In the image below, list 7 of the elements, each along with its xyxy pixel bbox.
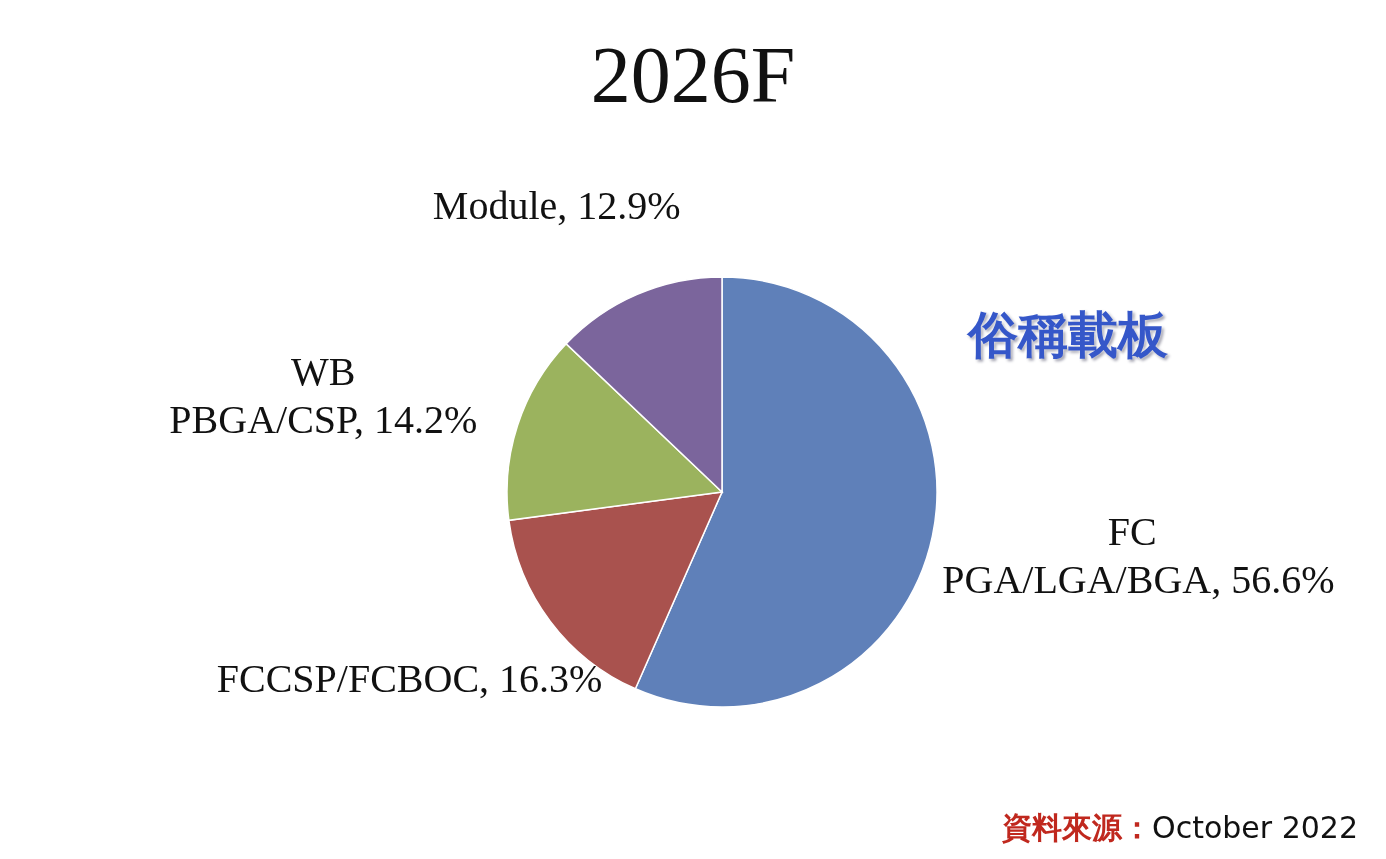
text: 俗稱載板 <box>960 300 1176 371</box>
slice-label: FC PGA/LGA/BGA, 56.6% <box>942 508 1335 605</box>
slice-label: Module, 12.9% <box>431 181 682 230</box>
slice-label: FCCSP/FCBOC, 16.3% <box>216 655 603 704</box>
chart-title: 2026F <box>589 30 797 121</box>
slice-label: WB PBGA/CSP, 14.2% <box>168 347 479 444</box>
source-note: 資料來源：October 2022 <box>1002 809 1358 847</box>
